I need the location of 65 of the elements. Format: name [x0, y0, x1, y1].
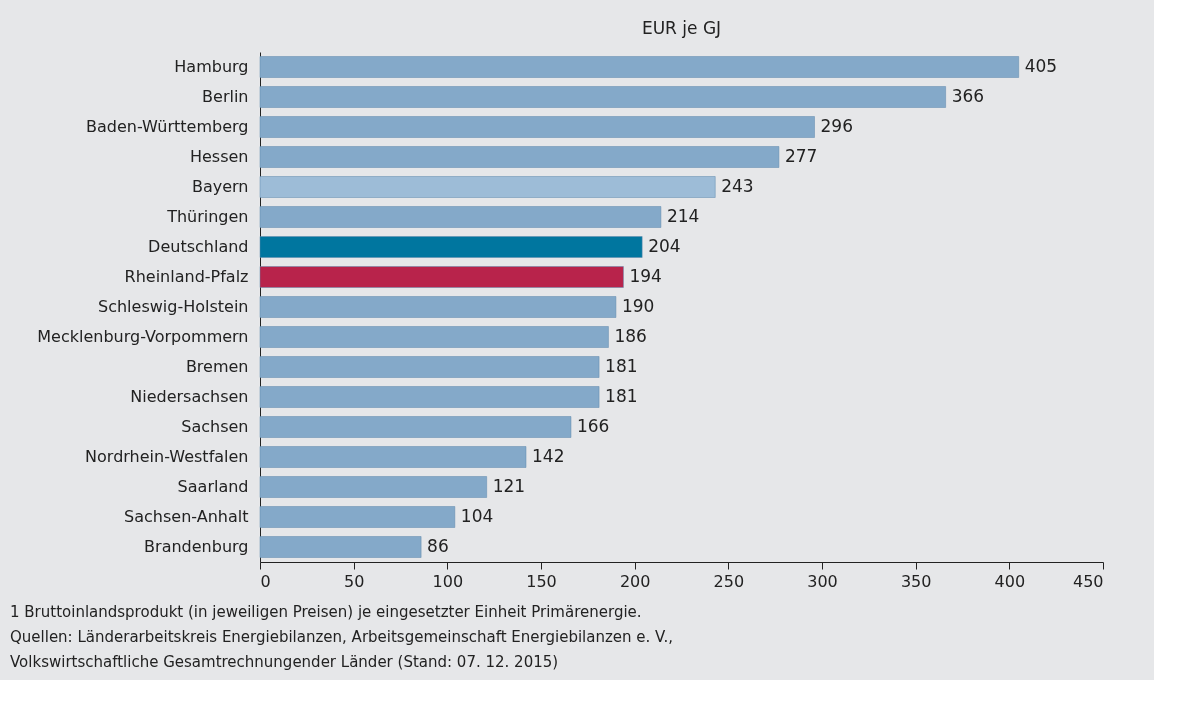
x-tick-label: 350 — [900, 571, 932, 591]
bar — [259, 326, 609, 348]
data-label: 190 — [621, 296, 655, 316]
bar — [259, 236, 643, 258]
data-label: 121 — [492, 476, 526, 496]
text: 1 Bruttoinlandsprodukt (in jeweiligen Preisen) je eingesetzter Einheit Primärenergie. — [10, 603, 642, 621]
y-tick-label: Rheinland-Pfalz — [124, 267, 249, 286]
data-label: 181 — [605, 386, 638, 406]
y-tick-label: Deutschland — [148, 237, 249, 256]
data-label: 186 — [614, 326, 647, 346]
bar — [259, 206, 662, 228]
y-tick-label: Mecklenburg-Vorpommern — [37, 327, 249, 346]
bar — [259, 146, 780, 168]
data-label: 194 — [629, 266, 662, 286]
y-tick-label: Brandenburg — [144, 537, 249, 556]
y-tick-label: Nordrhein-Westfalen — [85, 447, 249, 466]
bar — [259, 116, 815, 138]
x-tick-label: 250 — [713, 571, 745, 591]
text: Volkswirtschaftliche Gesamtrechnungender Länder (Stand: 07. 12. 2015) — [10, 653, 559, 671]
data-label: 277 — [784, 146, 818, 166]
x-tick-label: 100 — [432, 571, 464, 591]
chart-title: EUR je GJ — [641, 18, 722, 38]
data-label: 243 — [721, 176, 754, 196]
data-label: 104 — [460, 506, 494, 526]
y-tick-label: Sachsen — [181, 417, 249, 436]
bar — [259, 386, 600, 408]
bar — [259, 446, 527, 468]
y-tick-label: Thüringen — [166, 207, 249, 226]
bar — [259, 56, 1019, 78]
y-tick-label: Schleswig-Holstein — [98, 297, 249, 316]
y-tick-label: Sachsen-Anhalt — [124, 507, 249, 526]
bar — [259, 296, 617, 318]
y-tick-label: Baden-Württemberg — [86, 117, 249, 136]
data-label: 142 — [532, 446, 565, 466]
x-tick-label: 300 — [807, 571, 838, 591]
x-tick-label: 0 — [260, 571, 271, 591]
data-label: 204 — [648, 236, 681, 256]
y-tick-label: Bayern — [191, 177, 249, 196]
x-tick-label: 450 — [1072, 571, 1104, 591]
bar — [259, 416, 572, 438]
bar — [259, 536, 422, 558]
y-tick-label: Niedersachsen — [130, 387, 249, 406]
x-tick-label: 150 — [526, 571, 557, 591]
source-note: Quellen: Länderarbeitskreis Energiebilanzen, Arbeitsgemeinschaft Energiebilanzen e. V., — [10, 628, 673, 646]
bar — [259, 506, 456, 528]
data-label: 405 — [1024, 56, 1058, 76]
y-tick-label: Berlin — [202, 87, 249, 106]
y-tick-label: Bremen — [185, 357, 249, 376]
data-label: 296 — [820, 116, 853, 136]
data-label: 181 — [605, 356, 638, 376]
x-tick-label: 400 — [994, 571, 1026, 591]
x-tick-label: 50 — [343, 571, 365, 591]
bar — [259, 356, 600, 378]
bar — [259, 476, 487, 498]
bar — [259, 176, 716, 198]
data-label: 166 — [576, 416, 610, 436]
data-label: 366 — [951, 86, 985, 106]
y-tick-label: Saarland — [177, 477, 249, 496]
data-label: 214 — [666, 206, 700, 226]
x-tick-label: 200 — [619, 571, 651, 591]
bar — [259, 266, 624, 288]
bar — [259, 86, 946, 108]
y-tick-label: Hamburg — [174, 57, 249, 76]
data-label: 86 — [427, 536, 449, 556]
y-tick-label: Hessen — [189, 147, 249, 166]
